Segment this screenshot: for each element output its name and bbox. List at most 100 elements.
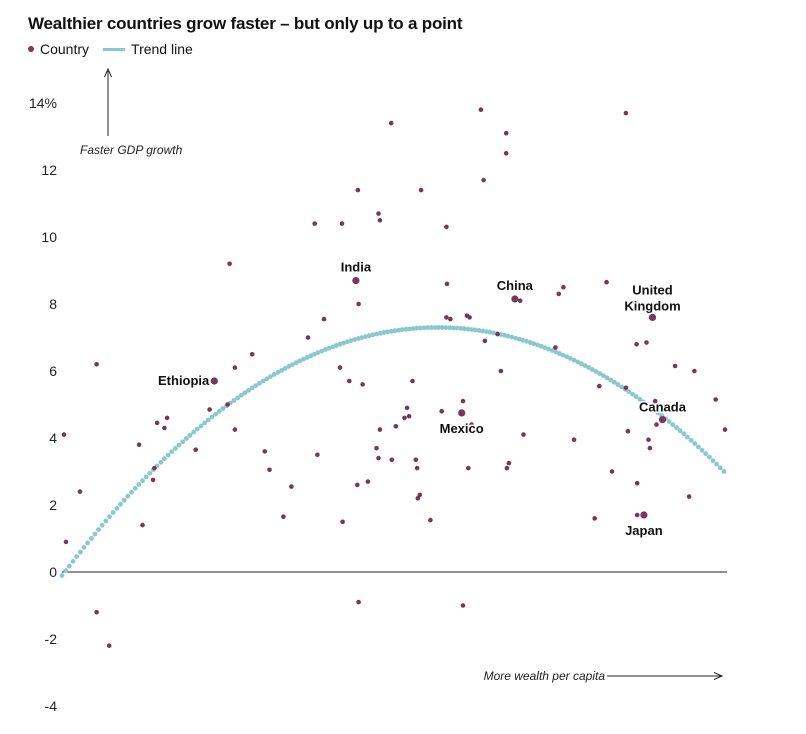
trend-line-dot (571, 357, 577, 363)
trend-line-dot (231, 398, 237, 403)
trend-line-dot (198, 423, 204, 429)
country-point (460, 398, 466, 404)
country-point (553, 345, 558, 350)
trend-line-dot (604, 375, 610, 381)
trend-line-dot (586, 365, 592, 370)
trend-line-dot (414, 325, 420, 331)
trend-line-dot (216, 408, 222, 414)
trend-line-dot (92, 531, 98, 537)
trend-line-dot (407, 326, 412, 332)
trend-line-dot (520, 337, 526, 343)
country-point (63, 539, 69, 545)
country-point (227, 261, 232, 267)
trend-line-dot (235, 395, 241, 401)
country-point (140, 522, 145, 528)
country-point (597, 383, 602, 389)
trend-line-dot (176, 442, 182, 448)
trend-line-dot (180, 439, 186, 445)
trend-line-dot (531, 341, 537, 347)
country-point (466, 465, 471, 471)
trend-line-dot (158, 459, 164, 465)
country-point (521, 432, 526, 437)
trend-line-dot (366, 333, 372, 339)
trend-line-dot (140, 478, 145, 484)
trend-line-dot (253, 383, 259, 388)
trend-line-dot (644, 402, 650, 407)
trend-line-dot (194, 426, 200, 432)
trend-line-dot (304, 355, 310, 360)
trend-line-dot (505, 333, 511, 339)
trend-line-dot (257, 380, 262, 386)
trend-line-dot (655, 410, 661, 416)
trend-line-dot (125, 493, 131, 499)
y-tick-label: 6 (49, 363, 57, 379)
trend-line-dot (385, 329, 390, 335)
country-point (503, 151, 509, 156)
trend-line-dot (205, 417, 211, 423)
trend-line-dot (546, 346, 551, 352)
country-point (686, 494, 692, 499)
trend-line-dot (615, 382, 621, 387)
country-point (164, 415, 170, 421)
country-point (377, 427, 383, 432)
trend-line-dot (714, 461, 720, 467)
trend-line-dot (703, 451, 709, 457)
trend-line-dot (359, 335, 365, 340)
trend-line-dot (403, 326, 409, 332)
country-point (556, 291, 562, 297)
trend-line-dot (184, 436, 189, 441)
trend-line-dot (549, 348, 555, 353)
trend-line-dot (264, 376, 270, 382)
country-point (321, 316, 327, 322)
trend-line-dot (447, 325, 453, 331)
trend-line-dot (652, 407, 657, 413)
trend-line-dot (619, 384, 624, 390)
y-tick-label: 0 (49, 564, 57, 580)
country-point (225, 402, 230, 407)
y-tick-label: 10 (41, 229, 57, 245)
y-tick-label: 4 (49, 430, 57, 446)
trend-line-dot (355, 336, 361, 341)
country-point (722, 427, 728, 432)
y-tick-label: 2 (49, 497, 57, 513)
country-point (418, 187, 424, 193)
highlighted-country-point (210, 377, 218, 385)
trend-line-dot (388, 328, 394, 334)
country-point (561, 285, 566, 290)
trend-line-dot (330, 344, 336, 350)
country-point (646, 437, 651, 443)
trend-line-dot (370, 332, 376, 338)
trend-line-dot (162, 456, 167, 462)
trend-line-dot (301, 356, 306, 362)
trend-line-dot (396, 327, 401, 333)
trend-line-dot (344, 339, 350, 345)
trend-line-dot (352, 337, 357, 342)
trend-line-dot (377, 330, 383, 336)
trend-line-dot (63, 568, 69, 574)
trend-line-dot (165, 452, 171, 458)
trend-line-dot (582, 363, 588, 368)
trend-line-dot (633, 394, 639, 400)
highlighted-country-point (352, 277, 360, 285)
country-point (592, 516, 597, 521)
trend-line-dot (147, 470, 153, 476)
trend-line-dot (308, 353, 314, 359)
trend-line-dot (670, 422, 676, 427)
y-tick-label: 12 (41, 162, 57, 178)
country-label-india: India (341, 260, 372, 275)
country-point (249, 352, 255, 357)
country-point (625, 429, 631, 434)
country-point (504, 465, 510, 471)
trend-line-dot (432, 325, 438, 330)
trend-line-dot (220, 406, 226, 411)
trend-line-dot (209, 414, 215, 420)
trend-line-dot (707, 454, 712, 460)
trend-line-dot (136, 482, 142, 487)
trend-line-dot (502, 332, 507, 338)
country-point (360, 382, 365, 387)
country-point (305, 335, 311, 340)
trend-line-dot (418, 325, 423, 331)
country-point (467, 315, 472, 320)
trend-line-dot (260, 378, 266, 384)
